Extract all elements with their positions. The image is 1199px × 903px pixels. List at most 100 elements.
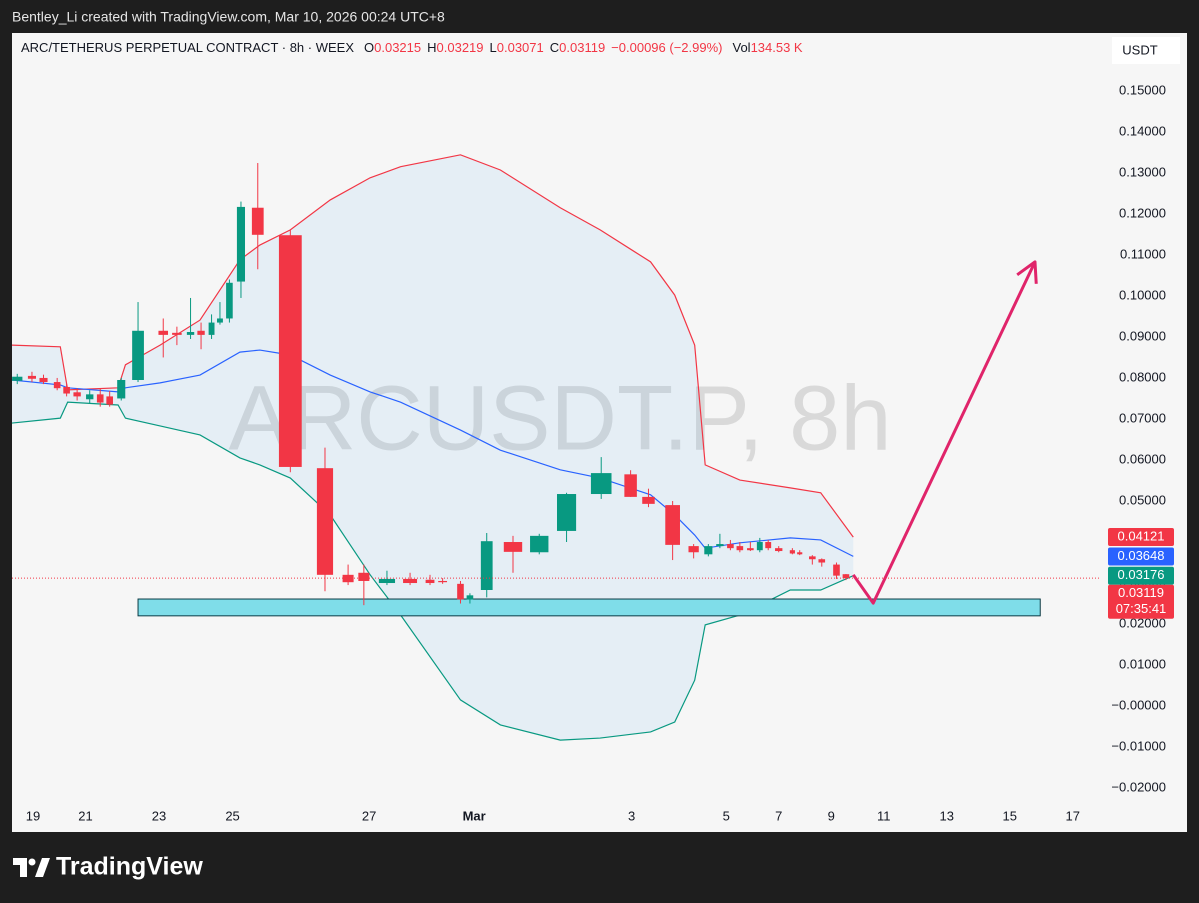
x-tick-label: 25 bbox=[225, 808, 239, 823]
support-zone bbox=[137, 598, 1041, 617]
candle-body bbox=[358, 572, 370, 581]
y-tick-label: 0.02000 bbox=[1119, 615, 1166, 630]
y-tick-label: 0.07000 bbox=[1119, 410, 1166, 425]
candle-body bbox=[775, 548, 783, 552]
candle-body bbox=[688, 546, 699, 553]
candle-body bbox=[818, 559, 826, 563]
candle-body bbox=[797, 552, 803, 555]
y-tick-label: 0.12000 bbox=[1119, 205, 1166, 220]
arrow bbox=[852, 261, 1037, 605]
y-tick-label: 0.01000 bbox=[1119, 656, 1166, 671]
candle-body bbox=[704, 546, 713, 555]
candle-body bbox=[736, 546, 744, 551]
candle-body bbox=[132, 330, 144, 380]
symbol: ARC/TETHERUS PERPETUAL CONTRACT · 8h · W… bbox=[21, 40, 354, 55]
candle-body bbox=[378, 578, 396, 584]
x-tick-label: 27 bbox=[362, 808, 376, 823]
candle-body bbox=[624, 474, 637, 497]
candle-body bbox=[236, 206, 246, 282]
candle-body bbox=[457, 583, 464, 600]
candle-body bbox=[172, 332, 182, 335]
candle-body bbox=[251, 207, 264, 235]
x-tick-label: 11 bbox=[877, 808, 891, 823]
legend-value: 0.03071 bbox=[497, 40, 544, 55]
y-tick-label: 0.14000 bbox=[1119, 123, 1166, 138]
candle-body bbox=[63, 386, 70, 394]
y-tick-label: 0.11000 bbox=[1120, 246, 1166, 261]
candle-body bbox=[765, 542, 772, 549]
x-tick-label: 19 bbox=[26, 808, 40, 823]
legend-value: 0.03215 bbox=[374, 40, 421, 55]
candle-body bbox=[117, 379, 126, 399]
candle-body bbox=[39, 377, 48, 383]
x-tick-label: 17 bbox=[1066, 808, 1080, 823]
brand: TradingView bbox=[56, 853, 203, 881]
candle-body bbox=[466, 595, 474, 600]
x-tick-label: 15 bbox=[1003, 808, 1017, 823]
legend-value: 134.53 K bbox=[751, 40, 803, 55]
candle-body bbox=[208, 322, 215, 335]
x-tick-label: 21 bbox=[78, 808, 92, 823]
candle-body bbox=[96, 394, 104, 403]
candle-body bbox=[642, 496, 655, 504]
x-tick-label: 7 bbox=[775, 808, 782, 823]
candle-body bbox=[425, 579, 435, 584]
x-tick-label: Mar bbox=[463, 808, 486, 823]
candle-body bbox=[158, 330, 169, 335]
candle-body bbox=[226, 282, 233, 319]
y-tick-label: −0.00000 bbox=[1111, 698, 1166, 713]
legend: ARC/TETHERUS PERPETUAL CONTRACT · 8h · W… bbox=[21, 40, 803, 55]
y-tick-label: 0.09000 bbox=[1119, 328, 1166, 343]
legend-key: H bbox=[427, 40, 436, 55]
y-tick-label: −0.02000 bbox=[1111, 780, 1166, 795]
brand-logo bbox=[13, 858, 50, 877]
x-tick-label: 9 bbox=[828, 808, 835, 823]
y-tick-label: 0.15000 bbox=[1119, 82, 1166, 97]
candle-body bbox=[278, 235, 302, 467]
legend-value: 0.03219 bbox=[437, 40, 484, 55]
chart-layer: ARCUSDT.P, 8h 0.15000 0.14000 0.13000 0.1200… bbox=[11, 37, 1180, 823]
price-label-box bbox=[1108, 566, 1174, 585]
candle-body bbox=[665, 505, 680, 545]
price-label: 0.03119 bbox=[1118, 585, 1164, 600]
band-upper bbox=[11, 154, 854, 538]
candle-body bbox=[403, 578, 418, 584]
logo-part bbox=[13, 858, 27, 877]
price-label-box bbox=[1108, 584, 1174, 619]
y-tick-label: 0.05000 bbox=[1119, 492, 1166, 507]
candle-body bbox=[530, 535, 549, 553]
candle-body bbox=[480, 541, 493, 590]
currency: USDT bbox=[1122, 42, 1157, 57]
y-tick-label: 0.08000 bbox=[1119, 369, 1166, 384]
chart-panel bbox=[12, 33, 1187, 832]
candle-body bbox=[438, 580, 448, 583]
candle-body bbox=[789, 550, 795, 554]
price-label: 0.04121 bbox=[1118, 528, 1165, 543]
candle-body bbox=[197, 330, 205, 335]
candle-body bbox=[842, 574, 850, 579]
countdown: 07:35:41 bbox=[1116, 601, 1167, 616]
legend-key: Vol bbox=[732, 40, 750, 55]
candle-body bbox=[316, 468, 334, 575]
candle-body bbox=[86, 394, 94, 400]
candle-body bbox=[716, 544, 724, 547]
currency-box bbox=[1112, 37, 1180, 64]
logo-part bbox=[28, 858, 36, 866]
watermark: ARCUSDT.P, 8h bbox=[228, 367, 891, 469]
y-tick-label: 0.06000 bbox=[1119, 451, 1166, 466]
candle-body bbox=[756, 542, 763, 551]
legend-value: 0.03119 bbox=[559, 40, 605, 55]
x-tick-label: 23 bbox=[152, 808, 166, 823]
candle-body bbox=[833, 564, 840, 576]
x-tick-label: 13 bbox=[940, 808, 954, 823]
candle-body bbox=[106, 396, 113, 405]
legend-key: C bbox=[550, 40, 559, 55]
price-label-box bbox=[1108, 547, 1174, 566]
candle-body bbox=[186, 332, 195, 335]
candle-body bbox=[556, 494, 577, 531]
candle-body bbox=[809, 556, 816, 560]
logo-part bbox=[35, 858, 50, 877]
price-label: 0.03648 bbox=[1118, 548, 1165, 563]
